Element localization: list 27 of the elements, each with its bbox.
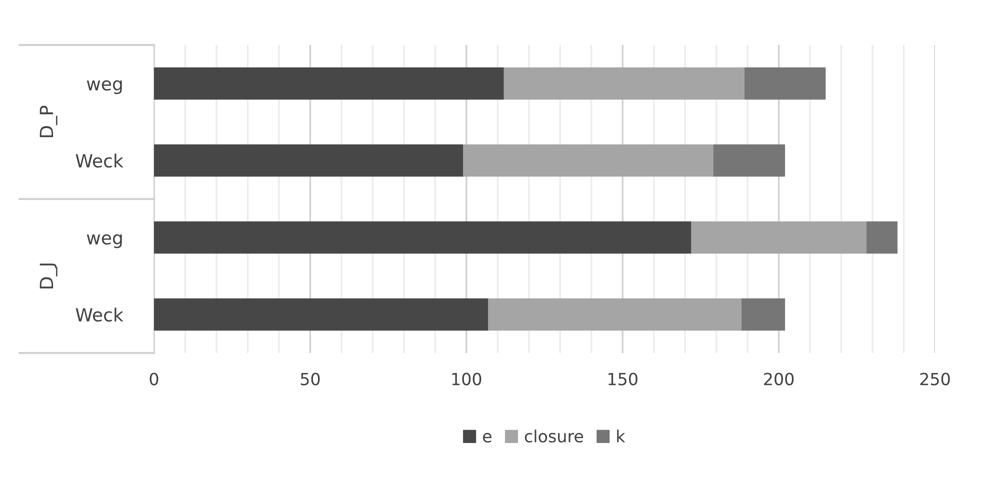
bar [463,144,714,177]
x-tick-label: 100 [452,372,482,386]
bar [154,298,488,331]
bar [504,67,744,100]
bar [691,221,866,254]
bar [866,221,898,254]
x-tick-label: 250 [920,372,950,386]
x-tick-label: 200 [764,372,794,386]
y-tick-label: weg [86,234,122,248]
x-tick-label: 0 [150,372,158,386]
y-tick-label: Weck [76,154,124,168]
legend-label: k [617,430,626,442]
x-tick-label: 150 [608,372,638,386]
y-tick-label: weg [86,80,122,94]
bar [713,144,786,177]
legend-label: e [482,432,492,442]
bar [154,67,504,100]
x-tick-label: 50 [300,372,320,386]
bar [744,67,826,100]
y-tick-label: Weck [76,308,124,322]
text: D_J [40,264,58,288]
bar [154,221,692,254]
legend-label: closure [524,430,584,442]
bar [154,144,464,177]
bar [488,298,742,331]
text: D_P [40,106,58,138]
bar [741,298,786,331]
